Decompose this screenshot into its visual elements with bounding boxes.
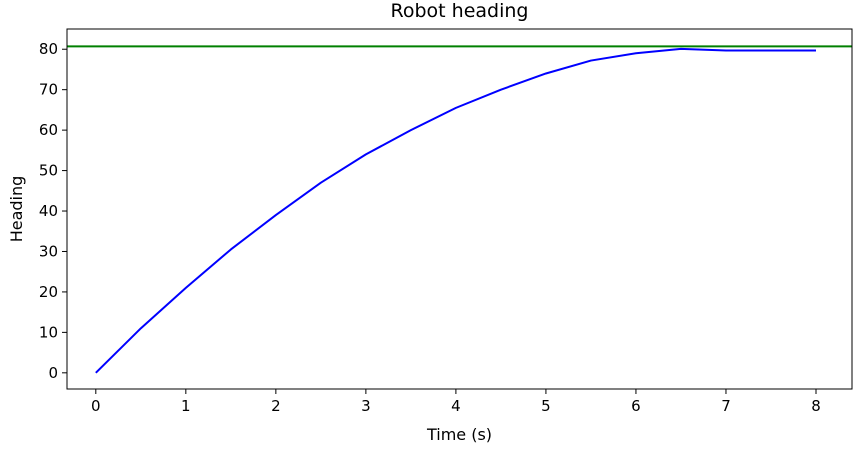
y-tick-label: 20 xyxy=(39,283,58,301)
y-tick-label: 70 xyxy=(39,81,58,99)
y-tick-label: 0 xyxy=(48,364,58,382)
x-tick-label: 1 xyxy=(181,397,191,415)
y-tick-label: 50 xyxy=(39,162,58,180)
y-tick-label: 80 xyxy=(39,40,58,58)
x-tick-label: 7 xyxy=(721,397,731,415)
y-tick-label: 60 xyxy=(39,121,58,139)
y-tick-label: 40 xyxy=(39,202,58,220)
y-tick-label: 30 xyxy=(39,242,58,260)
chart-title: Robot heading xyxy=(391,0,529,22)
x-axis-label: Time (s) xyxy=(426,425,492,444)
x-tick-label: 4 xyxy=(451,397,461,415)
plot-frame xyxy=(66,28,853,390)
x-tick-label: 8 xyxy=(811,397,821,415)
x-tick-label: 0 xyxy=(91,397,101,415)
plot-area xyxy=(67,45,852,374)
y-axis-ticks: 0 10 20 30 40 50 60 70 80 xyxy=(39,40,67,382)
x-tick-label: 6 xyxy=(631,397,641,415)
x-tick-label: 5 xyxy=(541,397,551,415)
y-axis-label: Heading xyxy=(7,176,26,243)
x-tick-label: 2 xyxy=(271,397,281,415)
y-tick-label: 10 xyxy=(39,323,58,341)
x-tick-label: 3 xyxy=(361,397,371,415)
x-axis-ticks: 0 1 2 3 4 5 6 7 8 xyxy=(91,389,821,415)
heading-series-line xyxy=(95,47,816,374)
